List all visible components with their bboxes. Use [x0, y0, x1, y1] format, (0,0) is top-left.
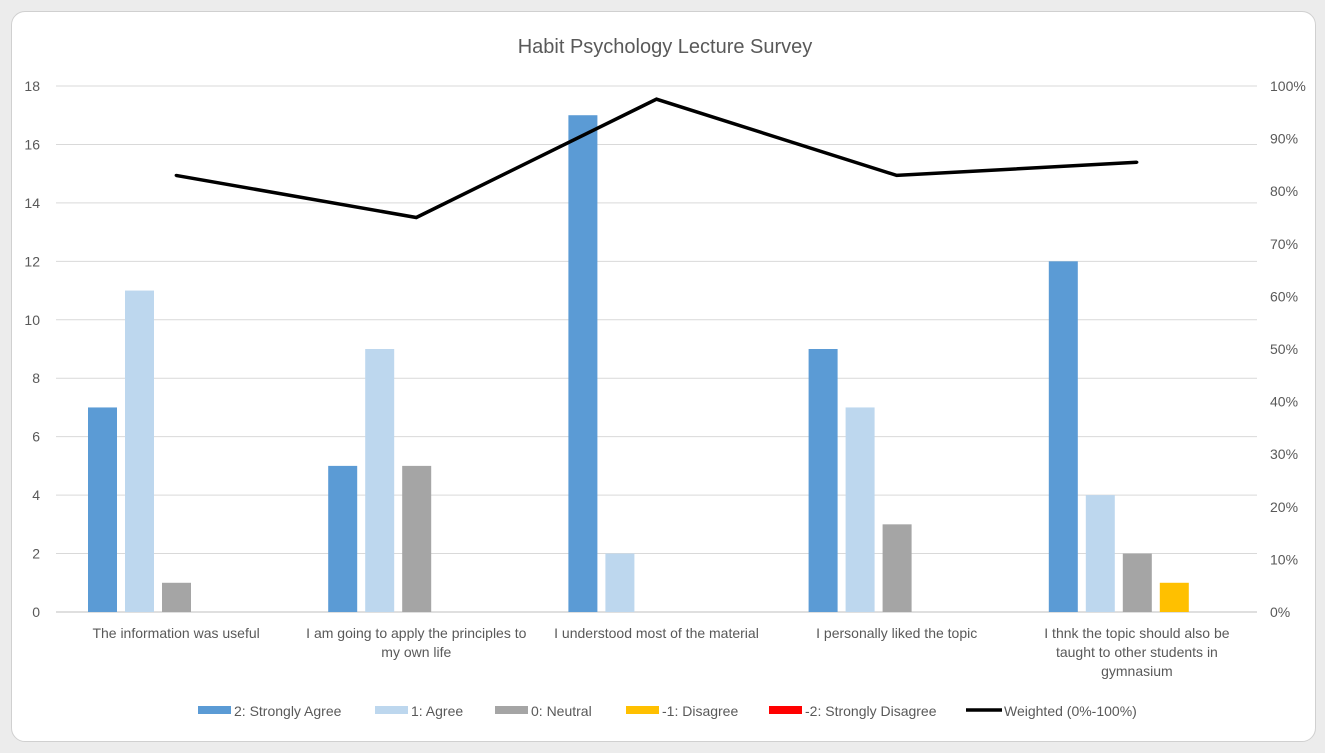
y2-tick-label: 30% [1270, 446, 1298, 462]
y-tick-label: 2 [32, 546, 40, 562]
line-point [895, 173, 899, 177]
x-tick-label: I am going to apply the principles to [306, 625, 526, 641]
legend-swatch [375, 706, 408, 714]
y2-tick-label: 10% [1270, 551, 1298, 567]
bar [328, 465, 358, 612]
bar [605, 553, 635, 612]
weighted-line [175, 97, 1137, 220]
y-tick-label: 12 [24, 253, 40, 269]
y2-tick-label: 50% [1270, 341, 1298, 357]
x-tick-label: I understood most of the material [554, 625, 759, 641]
x-tick-label: taught to other students in [1056, 644, 1218, 660]
y-tick-label: 14 [24, 195, 40, 211]
y2-tick-label: 100% [1270, 78, 1306, 94]
x-tick-label: gymnasium [1101, 663, 1173, 679]
bar [1122, 553, 1152, 612]
y-tick-label: 18 [24, 78, 40, 94]
bar [125, 290, 154, 612]
line-point [414, 216, 418, 219]
bar [808, 349, 838, 612]
y-tick-label: 8 [32, 370, 40, 386]
legend-label: 0: Neutral [531, 703, 592, 719]
y-tick-label: 10 [24, 312, 40, 328]
y-tick-label: 4 [32, 487, 40, 503]
legend-label: -2: Strongly Disagree [805, 703, 937, 719]
y2-tick-label: 40% [1270, 394, 1298, 410]
bar [402, 465, 432, 612]
bar [162, 582, 191, 612]
bar [1085, 495, 1115, 612]
y2-tick-label: 20% [1270, 499, 1298, 515]
y-tick-label: 16 [24, 136, 40, 152]
legend-swatch [198, 706, 231, 714]
chart-frame [11, 11, 1316, 742]
legend-label: -1: Disagree [662, 703, 738, 719]
x-tick-label: The information was useful [92, 625, 259, 641]
chart-title: Habit Psychology Lecture Survey [518, 36, 813, 58]
y2-tick-label: 80% [1270, 183, 1298, 199]
y2-tick-label: 90% [1270, 131, 1298, 147]
x-tick-label: I thnk the topic should also be [1044, 625, 1229, 641]
bar [882, 524, 912, 612]
y2-tick-label: 60% [1270, 288, 1298, 304]
line-point [655, 97, 658, 101]
bar [365, 349, 395, 612]
line-point [174, 173, 178, 177]
y2-tick-label: 70% [1270, 236, 1298, 252]
legend-label: Weighted (0%-100%) [1004, 703, 1137, 719]
bar [568, 115, 598, 612]
legend-swatch [769, 706, 802, 714]
legend-swatch [626, 706, 659, 714]
bar [88, 407, 117, 612]
y-tick-label: 6 [32, 429, 40, 445]
legend-label: 2: Strongly Agree [234, 703, 342, 719]
legend-swatch [495, 706, 528, 714]
y2-tick-label: 0% [1270, 604, 1290, 620]
line-point [1135, 160, 1139, 164]
legend-label: 1: Agree [411, 703, 463, 719]
x-tick-label: I personally liked the topic [816, 625, 977, 641]
bar [1048, 261, 1078, 612]
x-tick-label: my own life [381, 644, 451, 660]
bar [845, 407, 875, 612]
y-tick-label: 0 [32, 604, 40, 620]
bar [1159, 582, 1189, 612]
